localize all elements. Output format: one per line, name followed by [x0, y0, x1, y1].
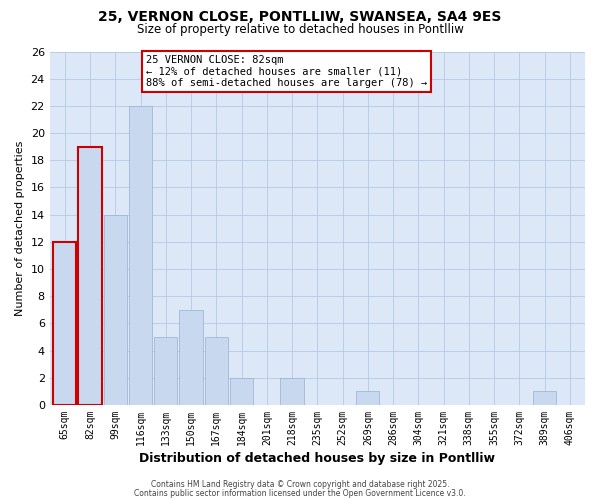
Text: Contains public sector information licensed under the Open Government Licence v3: Contains public sector information licen… — [134, 488, 466, 498]
Y-axis label: Number of detached properties: Number of detached properties — [15, 140, 25, 316]
Text: 25, VERNON CLOSE, PONTLLIW, SWANSEA, SA4 9ES: 25, VERNON CLOSE, PONTLLIW, SWANSEA, SA4… — [98, 10, 502, 24]
Bar — [79, 146, 101, 405]
Bar — [230, 378, 253, 405]
Text: Size of property relative to detached houses in Pontlliw: Size of property relative to detached ho… — [137, 22, 463, 36]
Bar — [154, 337, 178, 405]
Bar — [129, 106, 152, 405]
Bar — [179, 310, 203, 405]
Bar — [280, 378, 304, 405]
Bar — [104, 214, 127, 405]
Text: 25 VERNON CLOSE: 82sqm
← 12% of detached houses are smaller (11)
88% of semi-det: 25 VERNON CLOSE: 82sqm ← 12% of detached… — [146, 55, 427, 88]
Bar — [533, 392, 556, 405]
Text: Contains HM Land Registry data © Crown copyright and database right 2025.: Contains HM Land Registry data © Crown c… — [151, 480, 449, 489]
Bar — [356, 392, 379, 405]
Bar — [205, 337, 228, 405]
Bar — [53, 242, 76, 405]
X-axis label: Distribution of detached houses by size in Pontlliw: Distribution of detached houses by size … — [139, 452, 496, 465]
